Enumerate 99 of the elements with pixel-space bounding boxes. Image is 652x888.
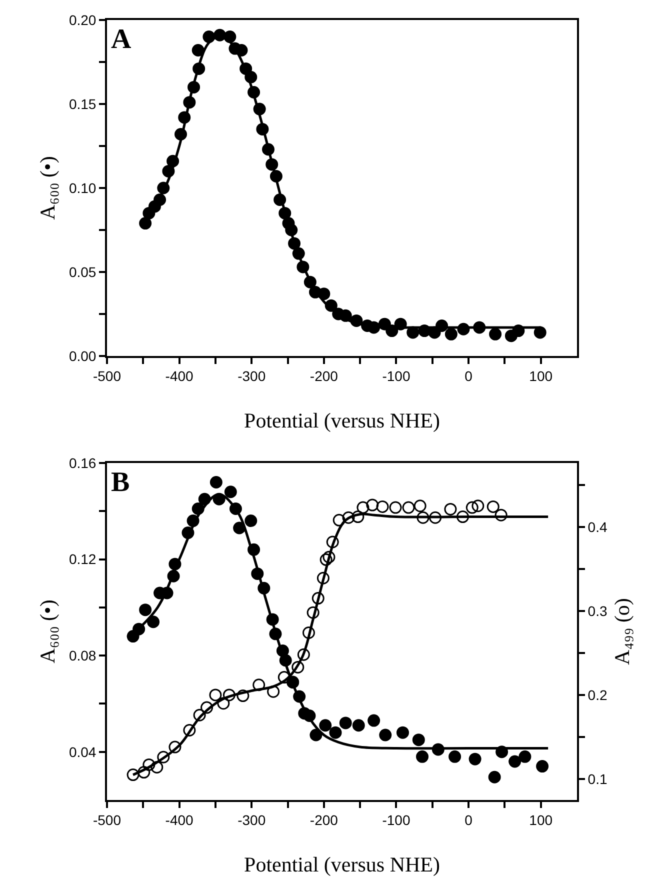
point [157, 750, 170, 764]
x-axis-title: Potential (versus NHE) [244, 408, 440, 432]
point [292, 660, 304, 674]
x-tick-label: -500 [92, 812, 122, 828]
point [466, 501, 478, 514]
point [168, 740, 182, 754]
point [412, 734, 425, 746]
x-axis-title: Potential (versus NHE) [244, 852, 440, 876]
point [534, 326, 546, 339]
point [326, 536, 339, 548]
point [376, 500, 389, 513]
annotation: A [111, 24, 132, 55]
point [486, 500, 500, 513]
point [312, 592, 324, 605]
point [352, 510, 364, 524]
point [342, 511, 355, 524]
point [224, 486, 237, 498]
y-tick-label: 0.10 [68, 180, 96, 196]
y-axis-title: A₆₀₀ (•) [36, 156, 60, 220]
x-tick-label: -300 [238, 368, 266, 384]
point [217, 697, 230, 710]
point [444, 502, 457, 516]
y2-tick-label: 0.4 [588, 518, 608, 535]
point [472, 500, 484, 512]
point [448, 750, 462, 763]
point [489, 328, 502, 340]
point [142, 758, 156, 771]
y2-axis-title: A₄₉₉ (o) [610, 598, 634, 665]
y-tick-label: 0.12 [68, 551, 96, 568]
point [183, 724, 196, 736]
x-tick-label: 0 [464, 812, 473, 828]
point [389, 501, 402, 514]
point [416, 511, 430, 524]
point [147, 616, 160, 628]
point [414, 500, 426, 512]
point [368, 714, 380, 727]
point [332, 514, 346, 526]
point [416, 750, 429, 763]
point [222, 688, 236, 702]
point [126, 768, 140, 782]
y-tick-label: 0.16 [68, 454, 96, 471]
point [302, 626, 315, 640]
point [456, 510, 469, 524]
x-tick-label: 0 [464, 368, 473, 384]
point [319, 719, 332, 732]
x-tick-label: -100 [382, 368, 410, 384]
y-tick-label: 0.08 [68, 647, 96, 664]
x-tick-label: -200 [310, 812, 338, 828]
point [209, 688, 222, 702]
x-tick-label: 100 [529, 368, 553, 384]
annotation: B [111, 467, 130, 498]
point [379, 728, 392, 742]
point [508, 755, 522, 768]
point [297, 648, 310, 661]
point [150, 760, 164, 774]
point [396, 726, 409, 739]
point [244, 514, 258, 528]
point [402, 501, 415, 514]
point [138, 766, 150, 779]
point [267, 685, 280, 698]
x-tick-label: -500 [92, 368, 122, 384]
x-tick-label: -400 [165, 368, 194, 384]
point [444, 328, 458, 340]
point [352, 719, 365, 732]
y-tick-label: 0.00 [68, 348, 96, 364]
point [210, 476, 222, 489]
point [366, 498, 379, 512]
point [518, 750, 532, 763]
x-tick-label: -300 [238, 812, 266, 828]
point [329, 726, 342, 739]
y-tick-label: 0.20 [68, 12, 96, 28]
y2-tick-label: 0.2 [588, 686, 608, 703]
point [192, 44, 204, 56]
point [468, 752, 482, 766]
point [356, 501, 370, 514]
point [488, 770, 501, 784]
y2-tick-label: 0.1 [588, 770, 608, 787]
x-tick-label: -400 [165, 812, 194, 828]
point [306, 606, 320, 619]
y2-tick-label: 0.3 [588, 602, 608, 619]
point [139, 604, 152, 616]
point [429, 511, 442, 524]
point [236, 690, 250, 702]
point [320, 553, 332, 566]
point [316, 572, 330, 584]
point [252, 678, 266, 692]
x-tick-label: 100 [529, 812, 553, 828]
point [536, 760, 549, 773]
point [339, 716, 352, 730]
y-axis-title: A₆₀₀ (•) [36, 600, 60, 664]
point [494, 508, 508, 522]
x-tick-label: -200 [310, 368, 338, 384]
y-tick-label: 0.05 [68, 264, 96, 280]
point [200, 701, 214, 714]
y-tick-label: 0.15 [68, 96, 96, 112]
point [322, 550, 336, 564]
point [193, 708, 206, 722]
y-tick-label: 0.04 [68, 744, 96, 760]
x-tick-label: -100 [382, 812, 410, 828]
